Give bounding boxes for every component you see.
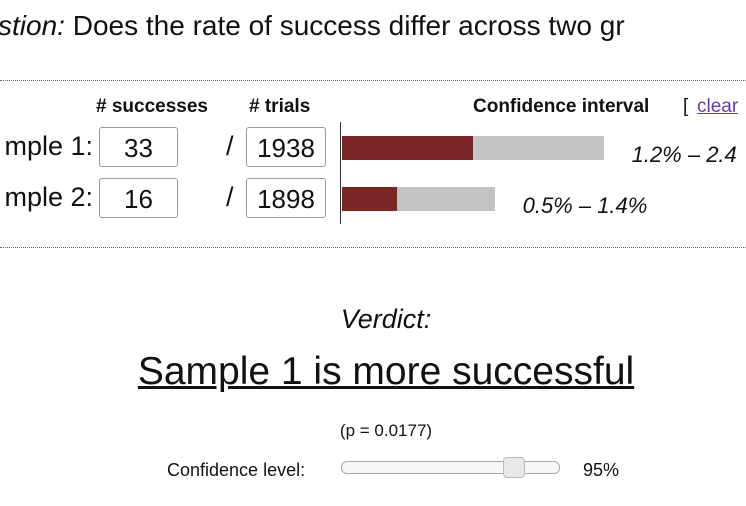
lower-bar <box>342 187 397 211</box>
header-successes: # successes <box>96 96 208 117</box>
axis-line <box>340 122 341 224</box>
row-label: mple 1: <box>4 131 93 161</box>
slider-thumb[interactable] <box>503 457 525 478</box>
successes-input[interactable]: 16 <box>99 178 178 218</box>
p-value: (p = 0.0177) <box>339 421 433 440</box>
lower-bar <box>342 136 473 160</box>
verdict-result: Sample 1 is more successful <box>137 350 635 393</box>
question-text: Does the rate of success differ across t… <box>72 10 625 41</box>
question-lead: stion: <box>0 10 65 41</box>
clear-link[interactable]: clear <box>697 96 739 117</box>
slider[interactable] <box>341 461 560 474</box>
question: stion: Does the rate of success differ a… <box>0 10 625 42</box>
verdict-title: Verdict: <box>340 304 432 334</box>
successes-input[interactable]: 33 <box>99 127 178 167</box>
interval-label: 0.5% – 1.4% <box>522 193 648 218</box>
trials-input[interactable]: 1938 <box>246 127 326 167</box>
divider <box>0 247 746 248</box>
slash: / <box>226 182 234 212</box>
row-label: mple 2: <box>4 182 93 212</box>
header-interval: Confidence interval <box>473 96 650 117</box>
trials-input[interactable]: 1898 <box>246 178 326 218</box>
interval-label: 1.2% – 2.4 <box>631 142 737 167</box>
bracket: [ <box>683 96 689 117</box>
confidence-value: 95% <box>583 460 620 480</box>
confidence-label: Confidence level: <box>167 460 306 480</box>
slash: / <box>226 131 234 161</box>
header-trials: # trials <box>249 96 311 117</box>
divider <box>0 80 746 81</box>
